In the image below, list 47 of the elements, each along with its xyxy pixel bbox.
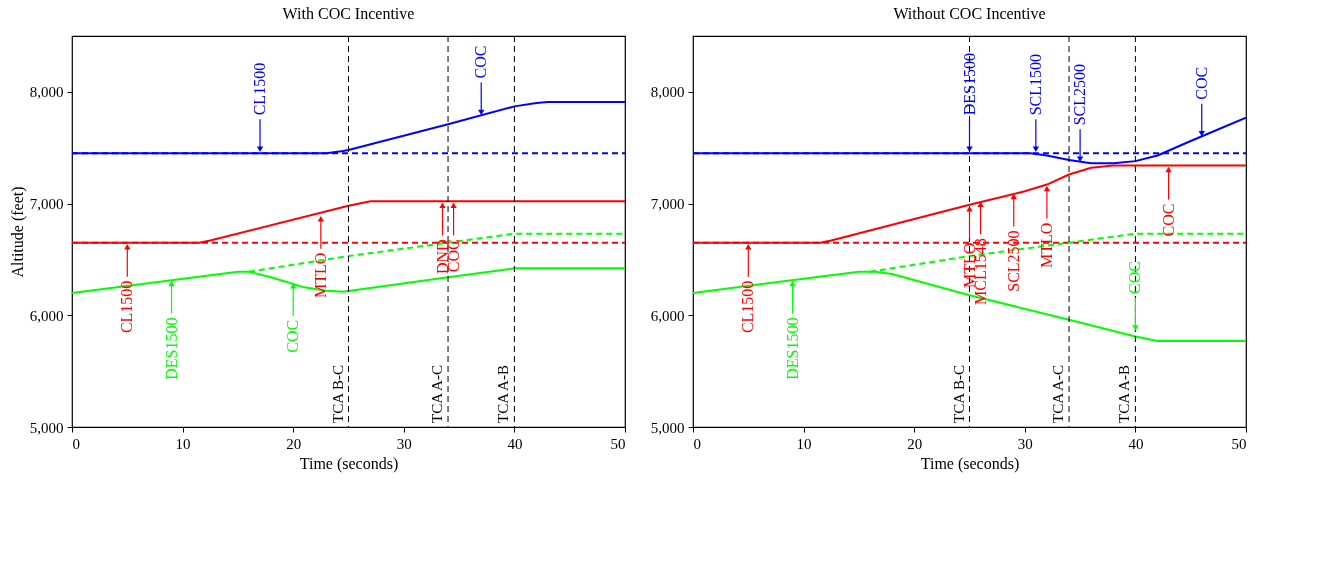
annotation: CL1500 bbox=[251, 62, 269, 116]
annotation: SCL2500 bbox=[1004, 230, 1022, 292]
x-tick-label: 20 bbox=[907, 435, 923, 452]
annotation: DES1500 bbox=[162, 317, 180, 380]
annotation: COC bbox=[1192, 66, 1210, 100]
y-tick-label: 6,000 bbox=[650, 307, 685, 324]
annotation: COC bbox=[284, 319, 302, 353]
x-tick-label: 50 bbox=[1231, 435, 1247, 452]
x-axis-title: Time (seconds) bbox=[920, 454, 1020, 473]
x-tick-label: 10 bbox=[175, 435, 191, 452]
annotation: MTLO bbox=[311, 252, 329, 299]
y-tick-label: 5,000 bbox=[29, 419, 64, 436]
annotation: SCL2500 bbox=[1071, 64, 1089, 126]
chart-title: Without COC Incentive bbox=[893, 4, 1046, 22]
x-tick-label: 20 bbox=[286, 435, 302, 452]
ref-line-label: TCA B-C bbox=[329, 365, 346, 423]
x-tick-label: 10 bbox=[796, 435, 812, 452]
x-tick-label: 30 bbox=[396, 435, 412, 452]
y-tick-label: 7,000 bbox=[29, 196, 64, 213]
annotation: DES1500 bbox=[783, 317, 801, 380]
y-axis-title: Altitude (feet) bbox=[8, 186, 27, 278]
y-tick-label: 5,000 bbox=[650, 419, 685, 436]
ref-line-label: TCA A-C bbox=[429, 365, 446, 423]
annotation: COC bbox=[472, 45, 490, 79]
ref-line-label: TCA A-B bbox=[1116, 365, 1133, 423]
y-tick-label: 7,000 bbox=[650, 196, 685, 213]
ref-line-label: TCA B-C bbox=[950, 365, 967, 423]
annotation: DES1500 bbox=[960, 53, 978, 116]
x-tick-label: 30 bbox=[1017, 435, 1033, 452]
x-tick-label: 40 bbox=[1128, 435, 1144, 452]
y-tick-label: 6,000 bbox=[29, 307, 64, 324]
y-tick-label: 8,000 bbox=[29, 84, 64, 101]
annotation: CL1500 bbox=[739, 280, 757, 334]
x-axis-title: Time (seconds) bbox=[299, 454, 399, 473]
x-tick-label: 0 bbox=[693, 435, 701, 452]
ref-line-label: TCA A-C bbox=[1050, 365, 1067, 423]
annotation: MTLO bbox=[1037, 222, 1055, 268]
chart-title: With COC Incentive bbox=[282, 4, 415, 22]
annotation: CL1500 bbox=[118, 280, 136, 334]
x-tick-label: 50 bbox=[610, 435, 626, 452]
ref-line-label: TCA A-B bbox=[495, 365, 512, 423]
x-tick-label: 0 bbox=[72, 435, 80, 452]
annotation: COC bbox=[1159, 203, 1177, 237]
annotation: COC bbox=[1126, 261, 1144, 295]
annotation: SCL1500 bbox=[1026, 53, 1044, 116]
y-tick-label: 8,000 bbox=[650, 84, 685, 101]
x-tick-label: 40 bbox=[507, 435, 523, 452]
